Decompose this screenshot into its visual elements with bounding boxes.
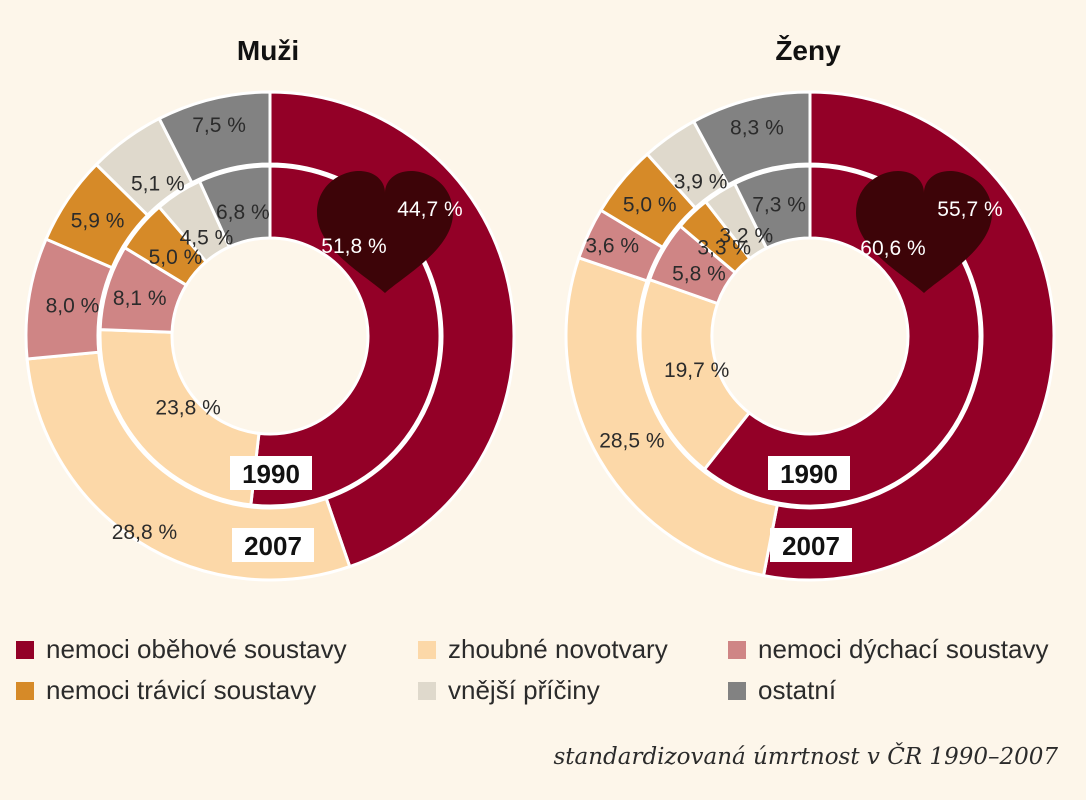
legend-label: nemoci oběhové soustavy xyxy=(46,634,347,664)
data-label: 7,3 % xyxy=(752,194,806,217)
year-label: 1990 xyxy=(242,459,300,489)
donut-slice-2007-1 xyxy=(25,350,352,582)
legend-item-circulatory: nemoci oběhové soustavy xyxy=(16,634,418,665)
data-label: 5,9 % xyxy=(71,210,125,233)
legend-swatch xyxy=(16,681,34,700)
donut-slice-2007-5 xyxy=(691,90,812,187)
data-label: 51,8 % xyxy=(321,235,386,258)
data-label: 5,1 % xyxy=(131,173,185,196)
data-label: 6,8 % xyxy=(216,201,270,224)
legend-swatch xyxy=(418,681,436,700)
data-label: 3,2 % xyxy=(719,224,773,247)
legend-item-respiratory: nemoci dýchací soustavy xyxy=(728,634,1076,665)
legend-swatch xyxy=(728,681,746,700)
legend-swatch xyxy=(728,640,746,659)
data-label: 60,6 % xyxy=(860,237,925,260)
data-label: 55,7 % xyxy=(937,198,1002,221)
legend-item-external: vnější příčiny xyxy=(418,675,728,706)
legend-label: ostatní xyxy=(758,675,837,705)
legend-label: nemoci trávicí soustavy xyxy=(46,675,317,705)
data-label: 28,8 % xyxy=(112,521,177,544)
legend-swatch xyxy=(418,640,436,659)
donut-slice-1990-1 xyxy=(98,328,261,507)
heart-icon xyxy=(856,171,992,293)
legend-label: nemoci dýchací soustavy xyxy=(758,634,1049,664)
chart-canvas: Muži 44,7 % 28,8 % 8,0 % 5,9 % 5,1 % 7,5 % 51,8… xyxy=(24,35,1056,582)
heart-icon xyxy=(317,171,453,293)
data-label: 7,5 % xyxy=(192,114,246,137)
year-label: 2007 xyxy=(782,531,840,561)
donut-slice-2007-1 xyxy=(564,255,780,578)
data-label: 3,6 % xyxy=(585,234,639,257)
data-label: 3,3 % xyxy=(697,236,751,259)
data-label: 8,3 % xyxy=(730,117,784,140)
legend-label: vnější příčiny xyxy=(448,675,600,705)
donut-chart-men: Muži 44,7 % 28,8 % 8,0 % 5,9 % 5,1 % 7,5 % 51,8… xyxy=(24,35,516,582)
chart-title: Muži xyxy=(237,35,299,66)
year-box xyxy=(230,456,312,490)
donut-chart-women: Ženy 55,7 % 28,5 % 3,6 % 5,0 %3,9 % 8,3 % 60,6… xyxy=(564,35,1056,582)
donut-slice-1990-5 xyxy=(197,164,272,249)
data-label: 5,0 % xyxy=(623,193,677,216)
legend-item-digestive: nemoci trávicí soustavy xyxy=(16,675,418,706)
footnote: standardizovaná úmrtnost v ČR 1990–2007 xyxy=(553,744,1058,770)
data-label: 23,8 % xyxy=(155,396,220,419)
legend-label: zhoubné novotvary xyxy=(448,634,668,664)
data-label: 44,7 % xyxy=(397,198,462,221)
data-label: 28,5 % xyxy=(599,430,664,453)
year-box xyxy=(770,528,852,562)
data-label: 5,0 % xyxy=(149,246,203,269)
donut-slice-1990-5 xyxy=(732,164,812,251)
year-box xyxy=(232,528,314,562)
data-label: 19,7 % xyxy=(664,359,729,382)
chart-title: Ženy xyxy=(775,35,841,66)
data-label: 8,0 % xyxy=(46,295,100,318)
legend-item-neoplasms: zhoubné novotvary xyxy=(418,634,728,665)
donut-slice-2007-5 xyxy=(157,90,272,185)
data-label: 4,5 % xyxy=(180,227,234,250)
year-label: 1990 xyxy=(780,459,838,489)
legend-swatch xyxy=(16,640,34,659)
donut-slice-1990-1 xyxy=(638,277,752,472)
legend: nemoci oběhové soustavy zhoubné novotvar… xyxy=(16,634,1076,706)
data-label: 3,9 % xyxy=(674,171,728,194)
legend-item-other: ostatní xyxy=(728,675,1076,706)
data-label: 5,8 % xyxy=(672,262,726,285)
year-box xyxy=(768,456,850,490)
year-label: 2007 xyxy=(244,531,302,561)
data-label: 8,1 % xyxy=(113,287,167,310)
